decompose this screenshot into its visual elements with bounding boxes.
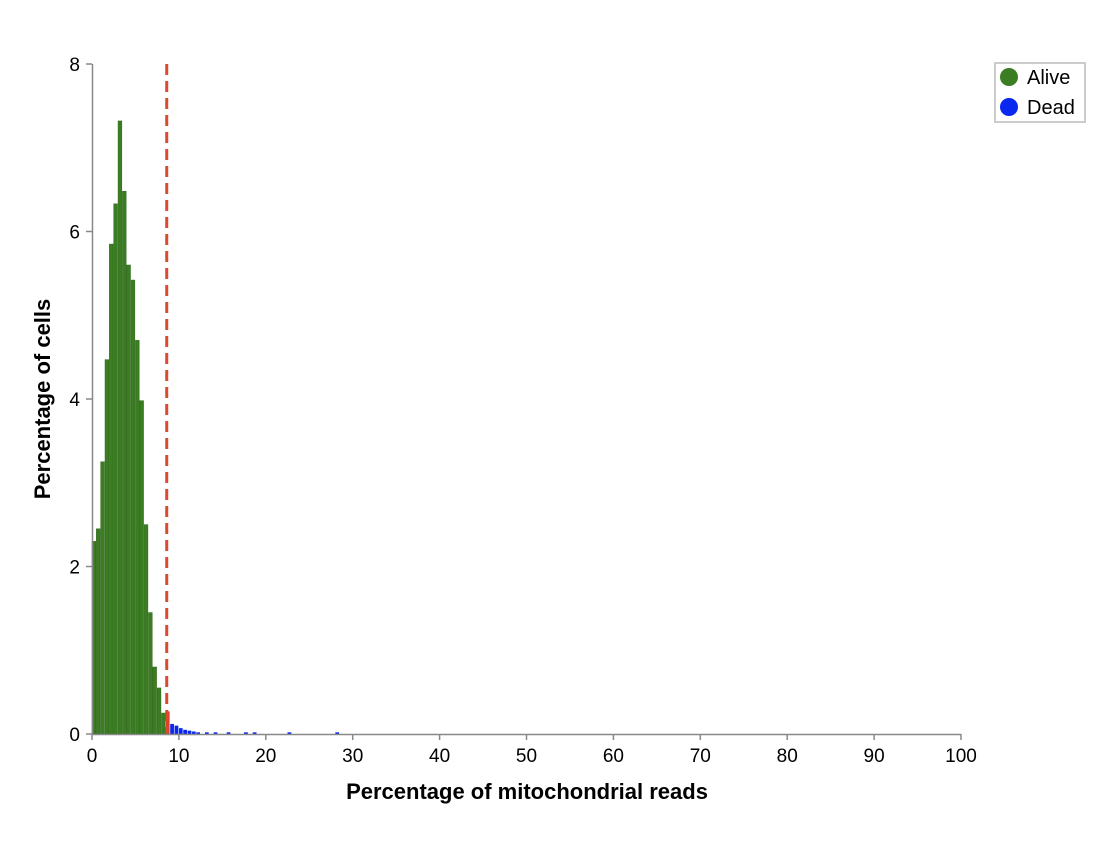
bar-dead: [287, 732, 292, 734]
x-tick-label: 10: [168, 746, 189, 767]
bar-alive: [122, 191, 127, 735]
bar-dead: [335, 732, 340, 734]
bar-dead: [226, 732, 231, 734]
bar-alive: [126, 264, 131, 735]
bar-alive: [161, 712, 166, 735]
bar-alive: [143, 524, 149, 735]
x-tick-label: 100: [945, 746, 977, 767]
bar-dead: [174, 725, 179, 735]
legend: Alive Dead: [994, 62, 1086, 123]
legend-swatch-dead: [1000, 98, 1018, 116]
bar-alive: [156, 687, 162, 735]
x-tick-label: 0: [87, 746, 98, 767]
x-tick-label: 40: [429, 746, 450, 767]
x-tick-label: 60: [603, 746, 624, 767]
y-axis-title: Percentage of cells: [30, 299, 55, 500]
bar-alive: [135, 340, 140, 735]
bar-alive: [148, 612, 153, 735]
bar-alive: [104, 359, 110, 735]
bar-dead: [178, 728, 183, 734]
y-tick-label: 4: [69, 390, 80, 411]
legend-label-alive: Alive: [1027, 67, 1070, 89]
bar-alive: [139, 400, 144, 735]
x-tick-label: 30: [342, 746, 363, 767]
bar-dead: [213, 732, 218, 734]
x-tick-label: 70: [690, 746, 711, 767]
y-tick-label: 6: [69, 223, 80, 244]
bar-dead: [204, 732, 209, 734]
bar-dead: [165, 711, 170, 734]
x-tick-label: 20: [255, 746, 276, 767]
x-axis-title: Percentage of mitochondrial reads: [346, 779, 708, 804]
legend-label-dead: Dead: [1027, 97, 1075, 119]
axes: 0 10 20 30 40 50 60 70 80 90 100 0 2 4 6 8: [69, 55, 976, 767]
bar-alive: [96, 528, 101, 735]
bar-alive: [109, 243, 114, 735]
bar-dead: [196, 732, 201, 734]
bar-alive: [117, 120, 123, 735]
y-tick-label: 8: [69, 55, 80, 76]
y-tick-label: 2: [69, 558, 80, 579]
bar-dead: [244, 732, 248, 734]
bar-dead: [252, 732, 257, 734]
bar-dead: [187, 730, 192, 734]
bar-alive: [100, 461, 105, 735]
bar-alive: [113, 203, 118, 735]
x-tick-label: 90: [864, 746, 885, 767]
x-tick-label: 50: [516, 746, 537, 767]
bar-dead: [191, 731, 196, 734]
histogram-bars: [91, 120, 340, 735]
bar-alive: [152, 666, 157, 735]
x-tick-label: 80: [777, 746, 798, 767]
legend-swatch-alive: [1000, 68, 1018, 86]
bar-dead: [170, 723, 174, 734]
bar-alive: [130, 279, 136, 735]
x-ticks: 0 10 20 30 40 50 60 70 80 90 100: [87, 734, 977, 767]
bar-dead: [183, 729, 187, 734]
y-tick-label: 0: [69, 725, 80, 746]
y-ticks: 0 2 4 6 8: [69, 55, 92, 746]
